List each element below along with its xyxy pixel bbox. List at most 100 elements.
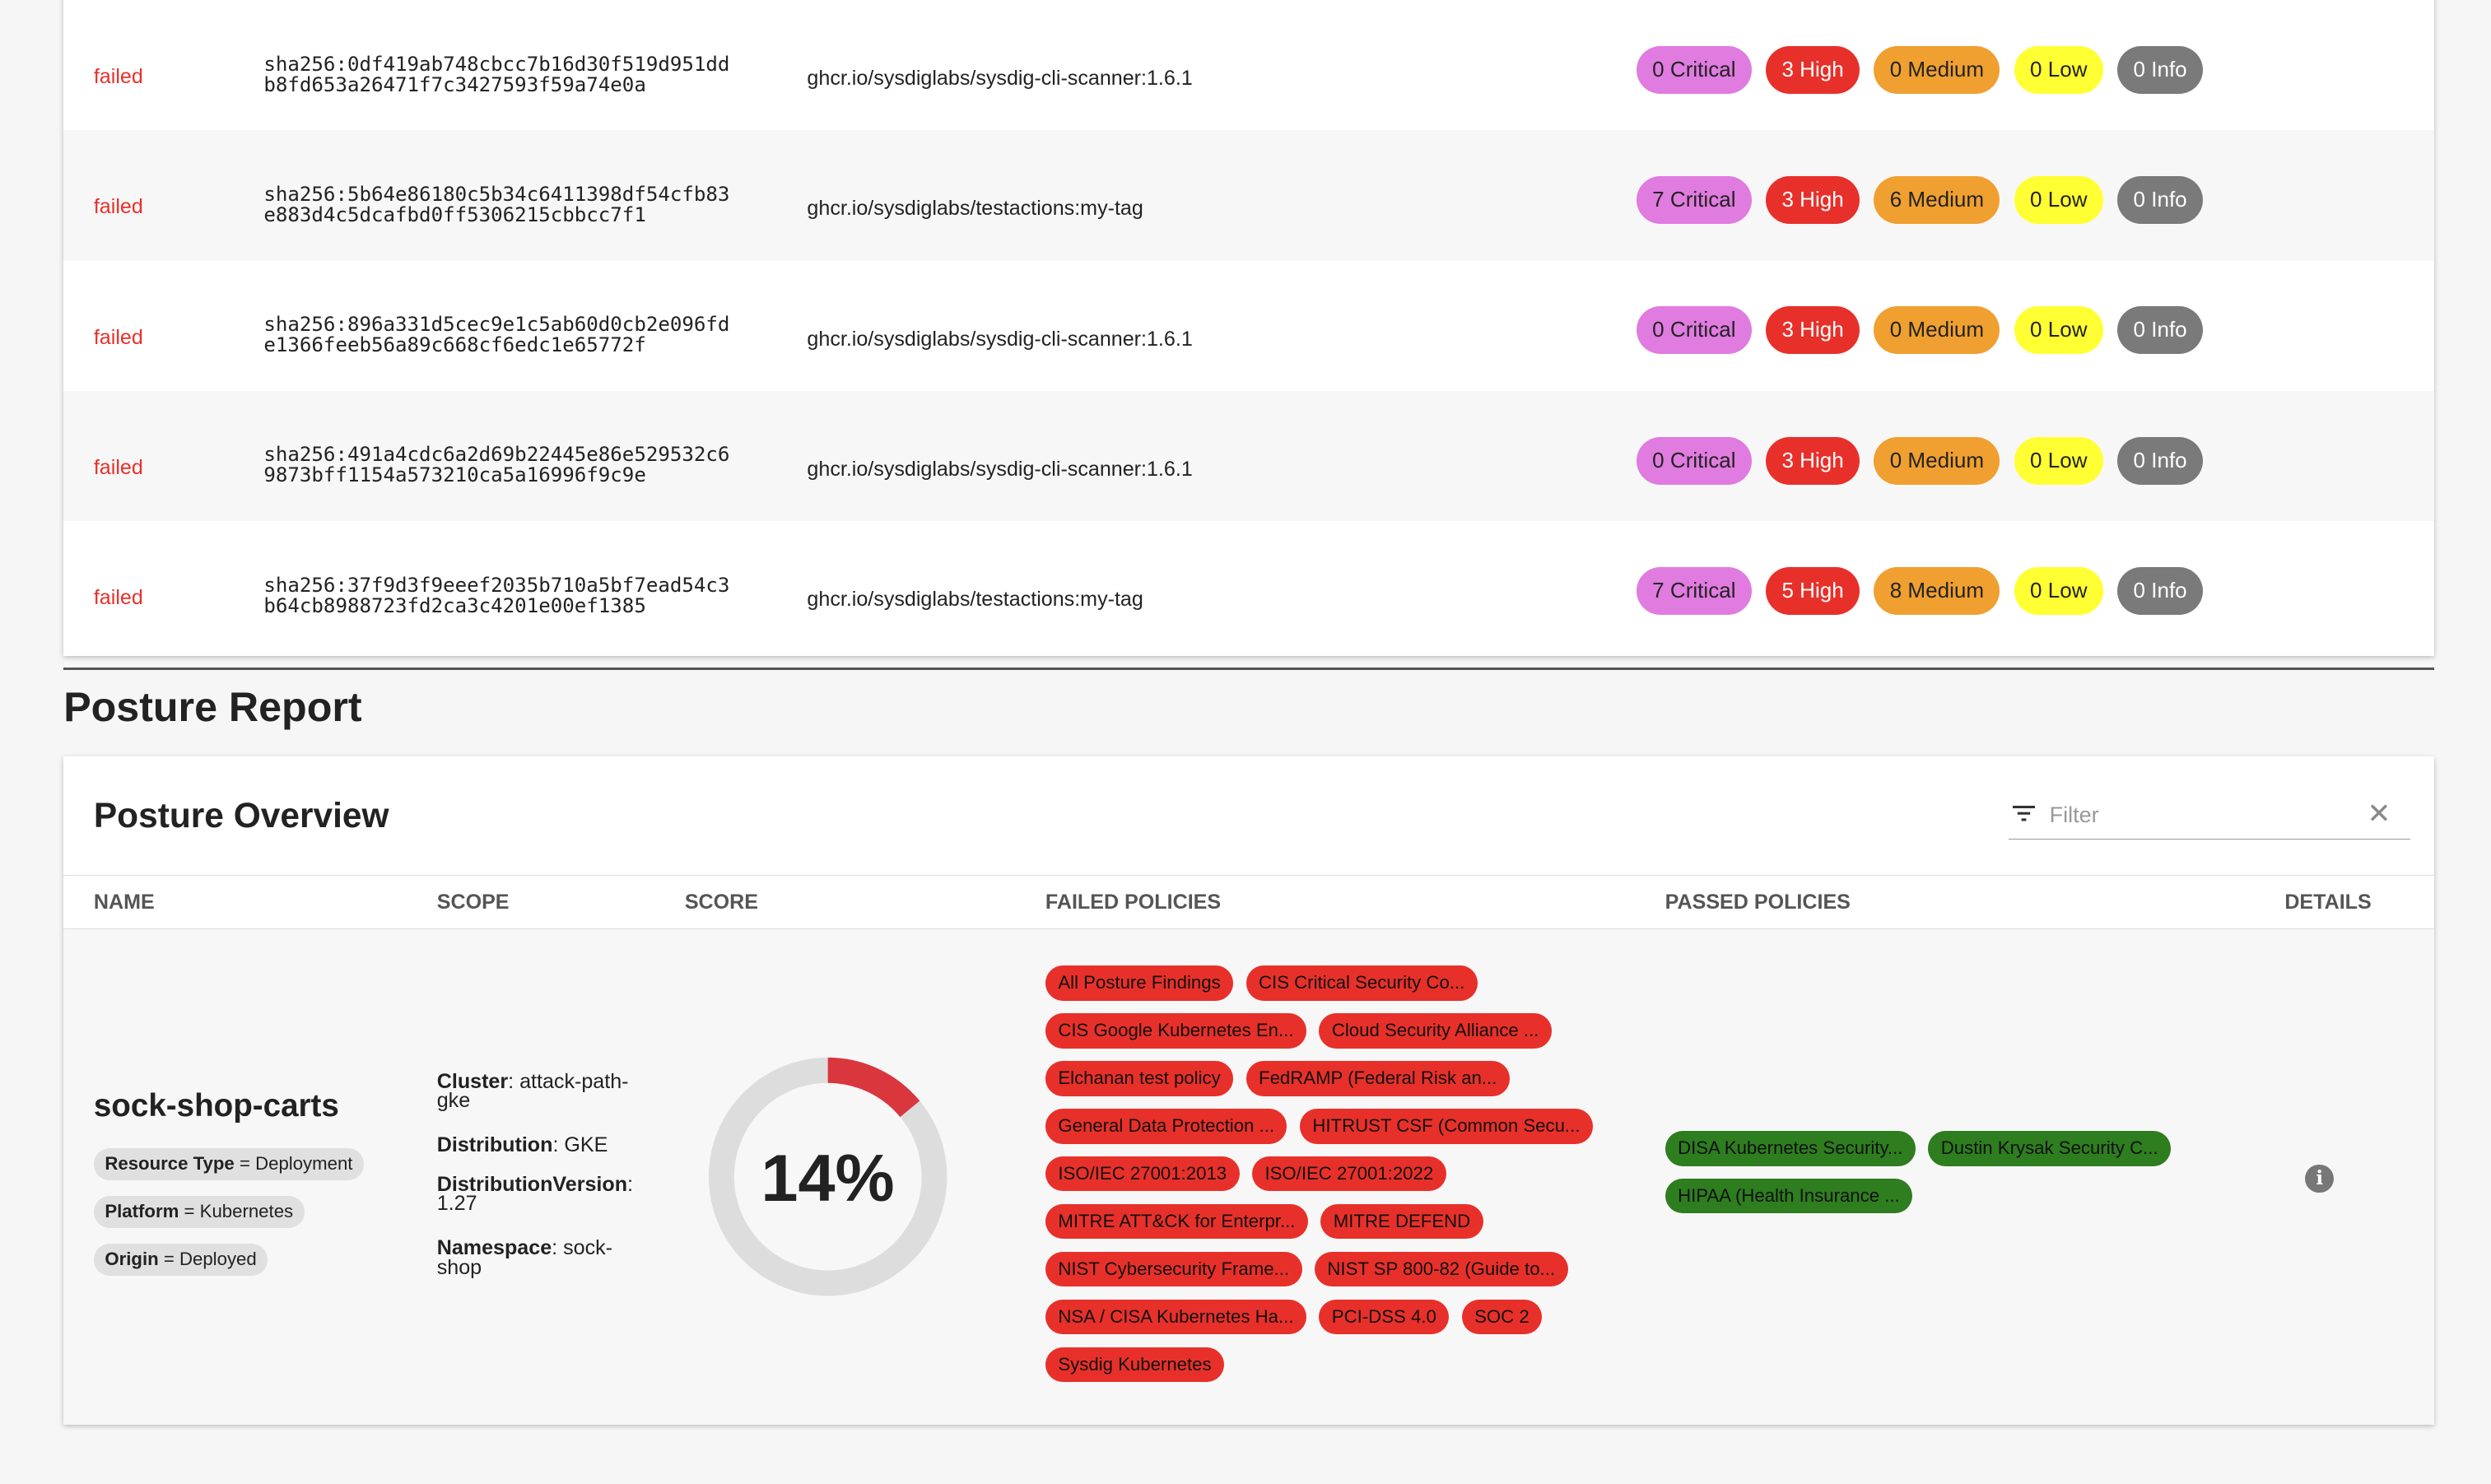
table-row[interactable]: failed sha256:491a4cdc6a2d69b22445e86e52… [63,390,2434,522]
filter-icon [2013,805,2036,821]
critical-badge: 0 Critical [1636,436,1752,485]
table-row[interactable]: failed sha256:37f9d3f9eeef2035b710a5bf7e… [63,521,2434,651]
severity-badges: 0 Critical 3 High 0 Medium 0 Low 0 Info [1636,306,2203,355]
filter-input[interactable] [2046,800,2355,830]
table-row[interactable]: failed sha256:0df419ab748cbcc7b16d30f519… [63,0,2434,130]
failed-policy-chip[interactable]: PCI-DSS 4.0 [1319,1299,1450,1335]
high-badge: 3 High [1766,306,1860,355]
medium-badge: 6 Medium [1874,176,2000,225]
critical-badge: 7 Critical [1636,176,1752,225]
score-value: 14% [761,1141,895,1216]
high-badge: 3 High [1766,176,1860,225]
card-title: Posture Overview [93,795,389,835]
column-name[interactable]: NAME [93,890,155,914]
info-icon[interactable]: i [2305,1164,2335,1193]
digest-line: sha256:0df419ab748cbcc7b16d30f519d951dd [263,52,730,76]
digest-line: e1366feeb56a89c668cf6edc1e65772f [263,333,646,357]
digest-line: sha256:37f9d3f9eeef2035b710a5bf7ead54c3 [263,573,730,597]
severity-badges: 0 Critical 3 High 0 Medium 0 Low 0 Info [1636,436,2203,485]
table-row[interactable]: failed sha256:896a331d5cec9e1c5ab60d0cb2… [63,261,2434,391]
image-name: ghcr.io/sysdiglabs/sysdig-cli-scanner:1.… [807,327,1193,351]
score-arc [708,1058,948,1296]
failed-policy-chip[interactable]: CIS Google Kubernetes En... [1045,1013,1306,1049]
column-details[interactable]: DETAILS [2284,890,2372,914]
failed-policy-chip[interactable]: ISO/IEC 27001:2022 [1252,1156,1446,1192]
scope-item: Cluster: attack-path-gke [436,1069,629,1112]
info-badge: 0 Info [2117,436,2203,485]
failed-policy-chip[interactable]: MITRE DEFEND [1320,1203,1483,1240]
column-passed-policies[interactable]: PASSED POLICIES [1665,890,1851,914]
medium-badge: 0 Medium [1874,45,2000,94]
filter-field[interactable]: ✕ [2008,794,2410,840]
scope-item: Distribution: GKE [436,1133,608,1156]
low-badge: 0 Low [2014,176,2103,225]
image-digest: sha256:5b64e86180c5b34c6411398df54cfb83 e… [263,184,729,226]
failed-policy-chip[interactable]: HITRUST CSF (Common Secu... [1299,1109,1593,1144]
failed-policy-chip[interactable]: MITRE ATT&CK for Enterpr... [1045,1203,1308,1240]
status: failed [93,65,143,89]
failed-policy-chip[interactable]: All Posture Findings [1045,965,1234,1001]
scope-item: Namespace: sock-shop [436,1236,613,1279]
info-badge: 0 Info [2117,45,2203,94]
failed-policy-chip[interactable]: CIS Critical Security Co... [1246,965,1478,1001]
failed-policy-chip[interactable]: Cloud Security Alliance ... [1319,1013,1552,1049]
column-failed-policies[interactable]: FAILED POLICIES [1045,890,1222,914]
image-digest: sha256:0df419ab748cbcc7b16d30f519d951dd b… [263,52,730,96]
severity-badges: 7 Critical 3 High 6 Medium 0 Low 0 Info [1636,176,2203,225]
image-name: ghcr.io/sysdiglabs/testactions:my-tag [807,588,1143,612]
critical-badge: 0 Critical [1636,45,1752,94]
low-badge: 0 Low [2014,436,2103,485]
image-name: ghcr.io/sysdiglabs/sysdig-cli-scanner:1.… [807,457,1193,481]
failed-policy-chip[interactable]: General Data Protection ... [1045,1109,1287,1144]
digest-line: b64cb8988723fd2ca3c4201e00ef1385 [263,593,646,617]
digest-line: sha256:5b64e86180c5b34c6411398df54cfb83 [263,182,730,206]
passed-policy-chip[interactable]: HIPAA (Health Insurance ... [1665,1179,1913,1214]
score-donut [708,1058,948,1296]
status: failed [93,586,143,610]
low-badge: 0 Low [2014,45,2103,94]
failed-policies: All Posture Findings CIS Critical Securit… [1045,965,1618,1382]
failed-policy-chip[interactable]: NIST SP 800-82 (Guide to... [1314,1251,1568,1287]
image-digest: sha256:37f9d3f9eeef2035b710a5bf7ead54c3 b… [263,575,729,616]
high-badge: 5 High [1766,567,1860,615]
table-row[interactable]: failed sha256:5b64e86180c5b34c6411398df5… [63,130,2434,261]
medium-badge: 0 Medium [1874,436,2000,485]
failed-policy-chip[interactable]: NIST Cybersecurity Frame... [1045,1251,1302,1287]
low-badge: 0 Low [2014,567,2103,615]
scope-item: DistributionVersion: 1.27 [436,1173,634,1216]
image-name: ghcr.io/sysdiglabs/sysdig-cli-scanner:1.… [807,67,1193,91]
medium-badge: 0 Medium [1874,306,2000,355]
info-badge: 0 Info [2117,176,2203,225]
severity-badges: 7 Critical 5 High 8 Medium 0 Low 0 Info [1636,567,2203,615]
table-header: NAME SCOPE SCORE FAILED POLICIES PASSED … [63,875,2434,930]
resource-name: sock-shop-carts [93,1088,339,1124]
high-badge: 3 High [1766,45,1860,94]
scan-results-table: failed sha256:0df419ab748cbcc7b16d30f519… [63,0,2434,657]
digest-line: 9873bff1154a573210ca5a16996f9c9e [263,463,646,487]
critical-badge: 0 Critical [1636,306,1752,355]
failed-policy-chip[interactable]: NSA / CISA Kubernetes Ha... [1045,1299,1306,1335]
status: failed [93,325,143,349]
failed-policy-chip[interactable]: Elchanan test policy [1045,1061,1234,1096]
failed-policy-chip[interactable]: FedRAMP (Federal Risk an... [1246,1061,1510,1096]
page-title: Posture Report [63,683,362,730]
clear-icon[interactable]: ✕ [2367,798,2391,830]
critical-badge: 7 Critical [1636,567,1752,615]
failed-policy-chip[interactable]: ISO/IEC 27001:2013 [1045,1156,1240,1192]
passed-policy-chip[interactable]: DISA Kubernetes Security... [1665,1131,1916,1166]
info-badge: 0 Info [2117,567,2203,615]
image-digest: sha256:491a4cdc6a2d69b22445e86e529532c6 9… [263,444,729,486]
column-score[interactable]: SCORE [684,890,758,914]
digest-line: sha256:491a4cdc6a2d69b22445e86e529532c6 [263,443,730,467]
failed-policy-chip[interactable]: SOC 2 [1461,1299,1543,1335]
posture-overview-card: Posture Overview ✕ NAME SCOPE SCORE FAIL… [63,756,2434,1426]
failed-policy-chip[interactable]: Sysdig Kubernetes [1045,1347,1225,1382]
digest-line: b8fd653a26471f7c3427593f59a74e0a [263,72,646,96]
label-chip: Resource Type = Deployment [93,1148,364,1180]
passed-policy-chip[interactable]: Dustin Krysak Security C... [1928,1131,2172,1166]
low-badge: 0 Low [2014,306,2103,355]
severity-badges: 0 Critical 3 High 0 Medium 0 Low 0 Info [1636,45,2203,94]
table-row[interactable]: sock-shop-carts 14% All Posture Findings… [63,929,2434,1426]
column-scope[interactable]: SCOPE [436,890,510,914]
info-badge: 0 Info [2117,306,2203,355]
